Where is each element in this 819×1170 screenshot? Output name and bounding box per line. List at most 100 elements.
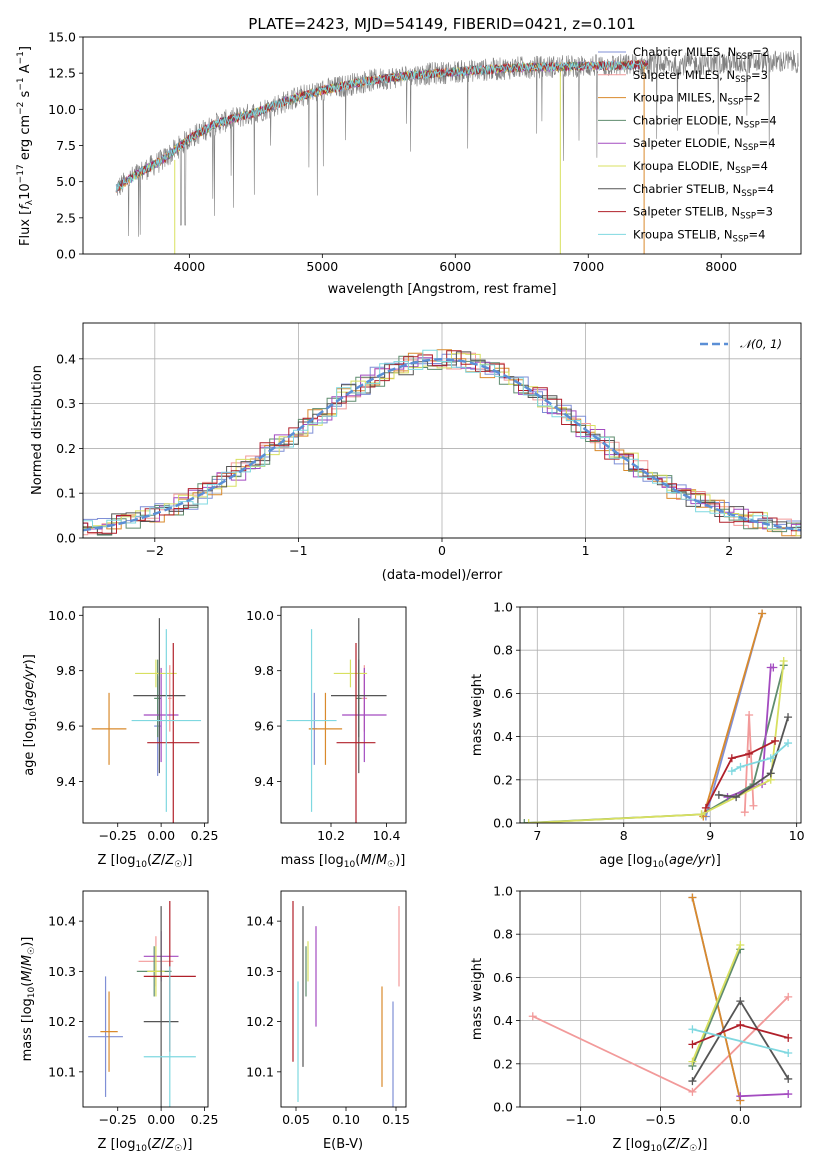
weight-line-2 [702,613,763,817]
weight-line-3 [691,948,742,1067]
weight-marker-8 [727,767,736,776]
weight-marker-7 [727,754,736,763]
y-tick-label: 9.6 [56,719,76,734]
x-tick-label: 0.15 [382,1112,410,1127]
weight-marker-3 [520,819,529,823]
weight-marker-6 [714,790,723,799]
age-weight-lines [520,609,793,823]
ebv-mass-frame [280,890,407,1108]
x-tick-label: −0.25 [99,828,137,843]
z-age-ylabel: age [log10(age/yr)] [22,654,39,776]
y-tick-label: 0.8 [493,643,513,658]
y-tick-label: 7.5 [56,138,76,153]
gaussian-reference-line [83,358,801,532]
weight-marker-5 [524,819,533,823]
weight-marker-1 [528,1012,537,1021]
z-mass-xlabel: Z [log10(Z/Z☉)] [98,1137,193,1154]
weight-marker-5 [688,1057,697,1066]
x-tick-label: 0.05 [282,1112,310,1127]
weight-line-4 [740,1093,789,1098]
mass-age-errorbars [286,618,387,823]
age-weight-xlabel: age [log10(age/yr)] [599,853,721,870]
legend-label: Chabrier ELODIE, NSSP=4 [633,113,777,130]
legend-label: Kroupa ELODIE, NSSP=4 [633,159,768,176]
x-tick-label: −0.5 [645,1112,675,1127]
x-tick-label: 0 [438,543,446,558]
weight-marker-6 [732,793,741,802]
age-weight-ylabel: mass weight [470,674,485,756]
weight-marker-5 [736,941,745,949]
x-tick-label: 5000 [306,259,338,274]
x-tick-label: −1 [289,543,307,558]
ebv-mass-axes: 0.05 0.10 0.15 10.1 10.2 10.3 10.4 [246,914,410,1127]
z-age-frame [82,606,209,824]
y-tick-label: 0.4 [56,351,76,366]
figure-title: PLATE=2423, MJD=54149, FIBERID=0421, z=0… [248,15,635,33]
z-age-axes: −0.25 0.00 0.25 9.4 9.6 9.8 10.0 [48,608,218,843]
weight-marker-7 [688,1040,697,1049]
x-tick-label: 0.25 [191,1112,219,1127]
x-tick-label: 8000 [705,259,737,274]
y-tick-label: 0.0 [56,247,76,262]
x-tick-label: −1.0 [565,1112,595,1127]
y-tick-label: 12.5 [48,66,76,81]
weight-marker-1 [784,992,793,1001]
z-weight-ylabel: mass weight [470,958,485,1040]
spectrum-frame [82,36,802,255]
weight-marker-4 [769,663,778,672]
y-tick-label: 9.8 [254,663,274,678]
weight-marker-1 [688,1087,697,1096]
weight-marker-8 [736,762,745,771]
y-tick-label: 2.5 [56,210,76,225]
weight-marker-4 [784,1090,793,1099]
y-tick-label: 0.6 [493,970,513,985]
y-tick-label: 9.6 [254,719,274,734]
y-tick-label: 0.8 [493,927,513,942]
y-tick-label: 0.1 [56,486,76,501]
residual-histogram-2 [83,349,801,537]
weight-marker-7 [784,1033,793,1042]
y-tick-label: 0.0 [493,816,513,831]
mass-age-xlabel: mass [log10(M/M☉)] [281,853,406,870]
y-tick-label: 10.3 [246,964,274,979]
model-spectrum-line-3 [115,60,648,191]
model-spectrum-line-8 [115,60,648,193]
weight-marker-1 [740,808,749,817]
residuals-ylabel: Normed distribution [30,365,45,495]
x-tick-label: 4000 [173,259,205,274]
y-tick-label: 0.4 [493,729,513,744]
residuals-frame [82,322,802,539]
weight-line-8 [692,1028,789,1054]
weight-marker-1 [745,711,754,719]
weight-marker-8 [766,754,775,763]
legend-label: Salpeter ELODIE, NSSP=4 [633,136,776,153]
y-tick-label: 9.8 [56,663,76,678]
weight-marker-5 [779,657,788,665]
z-mass-errorbars [88,901,196,1107]
spectrum-traces [115,50,799,254]
y-tick-label: 1.0 [493,884,513,899]
y-tick-label: 0.4 [493,1013,513,1028]
residual-histogram-7 [83,350,801,534]
age-weight-axes: 7 8 9 10 0.0 0.2 0.4 0.6 0.8 1.0 [493,600,805,844]
weight-marker-6 [784,713,793,722]
y-tick-label: 10.2 [48,1014,76,1029]
y-tick-label: 10.0 [48,102,76,117]
legend-label: Chabrier MILES, NSSP=2 [633,45,769,62]
y-tick-label: 0.2 [493,772,513,787]
x-tick-label: 10 [789,828,805,843]
x-tick-label: 6000 [439,259,471,274]
weight-marker-6 [736,997,745,1006]
weight-line-5 [691,944,742,1062]
z-age-xlabel: Z [log10(Z/Z☉)] [98,853,193,870]
z-weight-frame [519,890,802,1108]
y-tick-label: 0.0 [493,1100,513,1115]
z-weight-axes: −1.0 −0.5 0.0 0.0 0.2 0.4 0.6 0.8 1.0 [493,884,801,1127]
y-tick-label: 1.0 [493,600,513,615]
residual-histograms [83,349,801,537]
residual-histogram-8 [83,349,801,530]
y-tick-label: 10.0 [48,608,76,623]
residual-histogram-5 [83,353,801,537]
legend-label: Kroupa STELIB, NSSP=4 [633,227,765,244]
weight-marker-8 [688,1025,697,1034]
